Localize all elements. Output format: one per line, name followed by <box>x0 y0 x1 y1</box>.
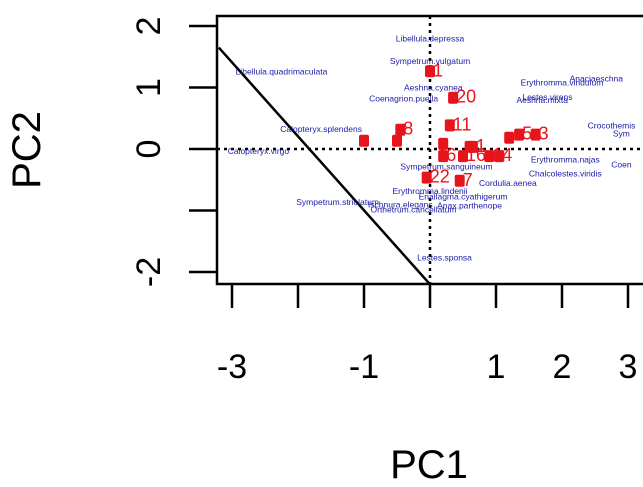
x-axis-title: PC1 <box>390 443 468 487</box>
site-point <box>504 131 515 144</box>
species-label: Lestes.sponsa <box>417 252 472 262</box>
species-label: Coen <box>611 159 632 169</box>
site-point <box>530 128 541 141</box>
y-tick-label: 2 <box>130 17 168 36</box>
plot-frame <box>215 14 643 286</box>
species-label: Aeshna.cyanea <box>404 83 463 93</box>
x-tick-label: 3 <box>619 348 638 386</box>
site-point <box>444 119 455 132</box>
species-label: Calopteryx.virgo <box>228 146 290 156</box>
species-label: Erythromma.najas <box>531 155 600 165</box>
site-point <box>395 123 406 136</box>
species-label: Erythromma.lindenii <box>392 186 467 196</box>
site-label: 3 <box>539 124 549 144</box>
species-label: Sym <box>613 129 630 139</box>
site-point <box>448 91 459 104</box>
site-point <box>484 150 495 163</box>
species-label: Sympetrum.striolatum <box>296 197 379 207</box>
x-tick-label: 2 <box>553 348 572 386</box>
site-label: 4 <box>502 145 512 165</box>
site-point <box>494 150 505 163</box>
site-point <box>514 128 525 141</box>
site-label: 5 <box>522 124 532 144</box>
species-label: Enallagma.cyathigerum <box>419 191 508 201</box>
y-axis-title: PC2 <box>5 111 49 189</box>
site-label: 20 <box>456 87 476 107</box>
y-tick-label: 1 <box>130 78 168 97</box>
x-tick-label: -1 <box>349 348 379 386</box>
site-label: 11 <box>453 114 472 134</box>
species-label: Anax.parthenope <box>437 201 502 211</box>
site-point <box>458 150 468 163</box>
site-label: 1 <box>433 60 443 80</box>
species-label: Erythromma.viridulum <box>521 78 604 88</box>
species-label: Orthetrum.cancellatum <box>371 204 457 214</box>
site-label: 7 <box>463 170 473 190</box>
y-tick-label: 0 <box>130 140 168 159</box>
species-label: Ischnura.elegans <box>368 199 433 209</box>
species-label: Calopteryx.splendens <box>280 124 362 134</box>
site-point <box>467 140 478 153</box>
boundary-line <box>217 46 431 284</box>
site-point <box>438 137 449 150</box>
site-point <box>438 150 449 163</box>
site-point <box>425 65 435 78</box>
species-label: Coenagrion.puella <box>369 94 438 104</box>
site-label: 8 <box>403 119 413 139</box>
x-tick-label: -3 <box>217 348 247 386</box>
species-label: Anaciaeschna <box>570 73 624 83</box>
species-label: Cordulia.aenea <box>479 178 537 188</box>
x-tick-label: 1 <box>487 348 506 386</box>
site-label: 1 <box>476 136 486 156</box>
y-tick-label: -2 <box>130 257 168 287</box>
species-label: Crocothemis <box>588 121 636 131</box>
species-label: Lestes.virens <box>522 92 572 102</box>
species-label: Sympetrum.sanguineum <box>400 161 492 171</box>
site-point <box>454 174 465 187</box>
species-label: Aeshna.mixta <box>516 95 568 105</box>
site-point <box>359 134 369 147</box>
species-label: Libellula.depressa <box>396 33 465 43</box>
site-label: 22 <box>430 167 450 187</box>
species-label: Chalcolestes.viridis <box>529 169 602 179</box>
site-label: 6 <box>446 145 456 165</box>
site-point <box>392 134 402 147</box>
species-label: Libellula.quadrimaculata <box>236 67 328 77</box>
species-label: Sympetrum.vulgatum <box>390 56 470 66</box>
site-point <box>421 171 432 184</box>
